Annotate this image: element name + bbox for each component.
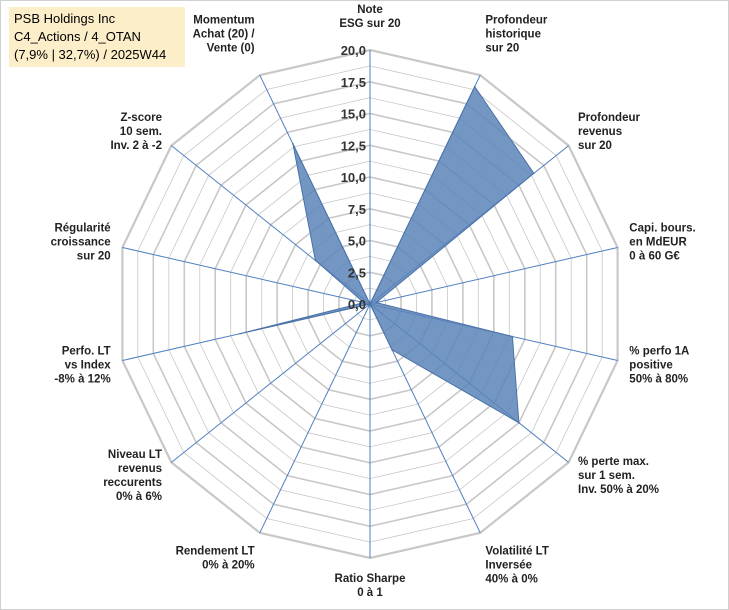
data-point-10 [239,332,241,335]
axis-spoke-3 [369,247,618,305]
axis-label-6: Volatilité LT Inversée 40% à 0% [485,546,548,586]
axis-label-2: Profondeur revenus sur 20 [578,112,640,152]
axis-label-11: Régularité croissance sur 20 [51,223,111,263]
tick-label: 20,0 [341,43,366,58]
tick-label: 10,0 [341,170,366,185]
axis-spoke-9 [171,303,371,463]
radar-series [239,85,535,424]
axis-label-0: Note ESG sur 20 [339,4,400,30]
axis-label-3: Capi. bours. en MdEUR 0 à 60 G€ [629,223,695,263]
axis-spoke-8 [259,303,371,534]
data-point-6 [391,349,393,351]
data-point-11 [363,301,365,304]
tick-label: 5,0 [348,234,366,249]
data-point-13 [292,143,294,145]
data-point-3 [375,301,378,304]
radar-tick-labels: 0,0 2,5 5,0 7,5 10,0 12,5 15,0 17,5 20,0 [341,43,366,312]
tick-label: 2,5 [348,265,366,280]
data-point-2 [533,172,535,175]
tick-label: 12,5 [341,138,366,153]
tick-label: 0,0 [348,297,366,312]
axis-label-9: Niveau LT revenus reccurents 0% à 6% [103,449,162,503]
tick-label: 17,5 [341,75,366,90]
axis-label-1: Profondeur historique sur 20 [485,14,547,54]
axis-label-13: Momentum Achat (20) / Vente (0) [193,14,256,54]
axis-label-7: Ratio Sharpe 0 à 1 [335,573,406,599]
axis-label-8: Rendement LT 0% à 20% [176,546,255,572]
axis-label-10: Perfo. LT vs Index -8% à 12% [54,345,111,385]
tick-label: 15,0 [341,107,366,122]
title-stats: (7,9% | 32,7%) / 2025W44 [14,47,167,62]
data-point-4 [511,335,514,338]
radar-axis-labels: Note ESG sur 20 Profondeur historique sur 20… [51,4,696,599]
data-point-12 [314,259,317,262]
data-point-9 [369,303,371,305]
data-point-1 [473,85,476,88]
axis-spoke-11 [122,247,371,305]
axis-label-12: Z-score 10 sem. Inv. 2 à -2 [110,112,162,152]
tick-label: 7,5 [348,202,366,217]
title-company: PSB Holdings Inc [14,11,116,26]
axis-label-4: % perfo 1A positive 50% à 80% [629,345,689,385]
data-point-5 [518,422,520,424]
axis-label-5: % perte max. sur 1 sem. Inv. 50% à 20% [578,456,659,496]
chart-title-box: PSB Holdings Inc C4_Actions / 4_OTAN (7,… [9,7,185,67]
title-category: C4_Actions / 4_OTAN [14,29,141,44]
